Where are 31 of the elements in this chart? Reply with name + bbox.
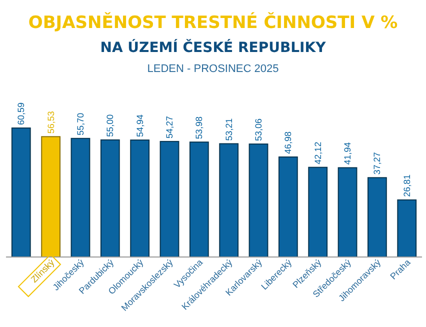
data-label: 54,27: [164, 116, 174, 138]
data-label: 56,53: [46, 111, 56, 134]
bar: [70, 138, 90, 258]
bar: [397, 199, 417, 258]
chart-subtitle: NA ÚZEMÍ ČESKÉ REPUBLIKY: [100, 39, 327, 56]
bar: [219, 143, 239, 258]
data-label: 54,94: [134, 114, 145, 138]
bar: [189, 142, 209, 258]
chart-title: OBJASNĚNOST TRESTNÉ ČINNOSTI V %: [28, 12, 398, 33]
bar: [41, 136, 61, 258]
data-label: 53,21: [224, 118, 234, 141]
bar: [308, 166, 328, 258]
bar: [367, 177, 387, 258]
bar: [100, 139, 120, 258]
bar: [11, 128, 31, 258]
data-label: 55,00: [105, 114, 116, 137]
data-label: 26,81: [402, 174, 412, 197]
data-label: 41,94: [342, 142, 353, 165]
data-label: 55,70: [75, 112, 86, 136]
data-label: 53,06: [254, 118, 264, 142]
bar: [130, 140, 150, 258]
bar: [338, 167, 358, 258]
text: LEDEN - PROSINEC 2025: [147, 63, 279, 75]
bar: [278, 156, 298, 258]
data-label: 37,27: [372, 152, 382, 175]
data-label: 46,98: [283, 131, 294, 154]
data-label: 42,12: [312, 142, 323, 164]
bar: [160, 140, 180, 258]
data-label: 53,98: [194, 116, 204, 140]
bar: [248, 144, 268, 258]
data-label: 60,59: [16, 102, 26, 125]
